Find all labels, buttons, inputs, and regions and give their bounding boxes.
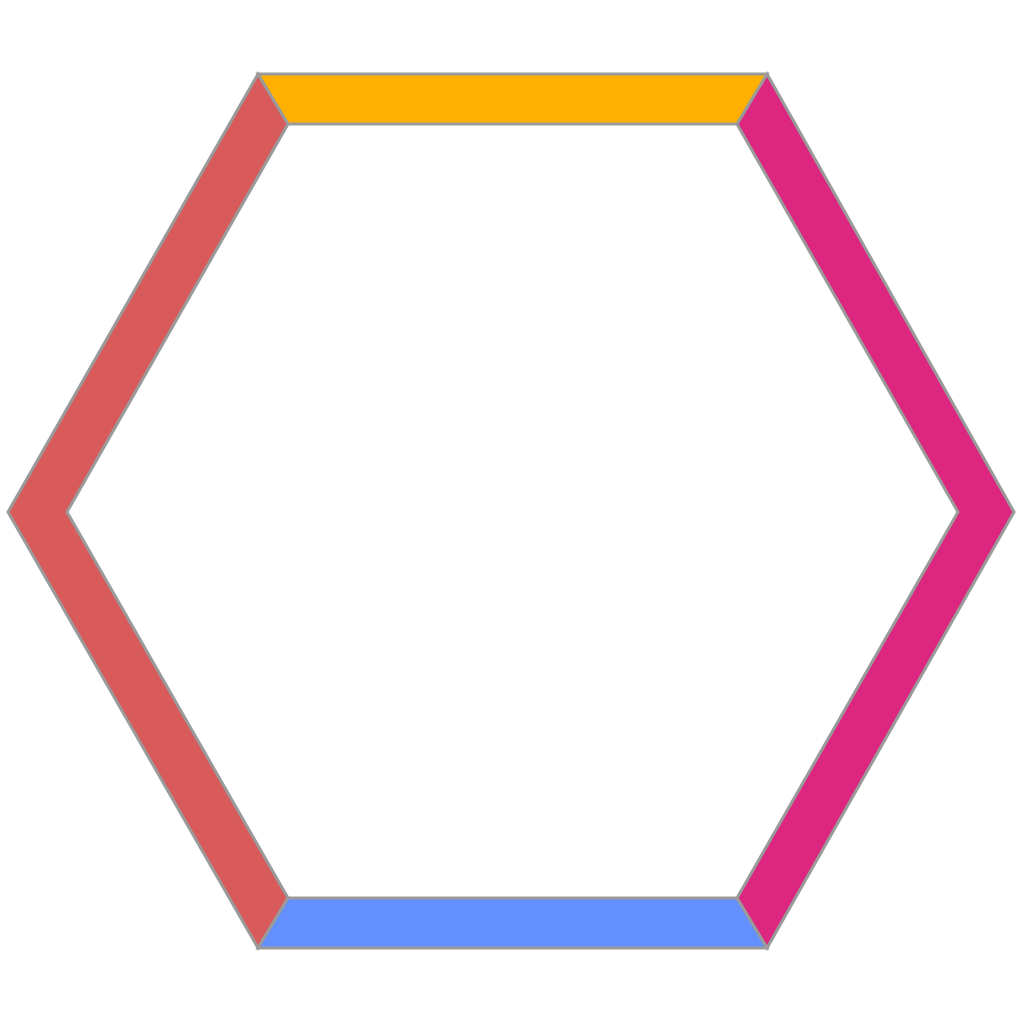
hexagon-ring xyxy=(6,71,1016,951)
left-segment xyxy=(6,71,290,951)
bottom-segment xyxy=(255,896,770,950)
top-segment xyxy=(255,72,770,126)
right-segment xyxy=(735,71,1016,951)
